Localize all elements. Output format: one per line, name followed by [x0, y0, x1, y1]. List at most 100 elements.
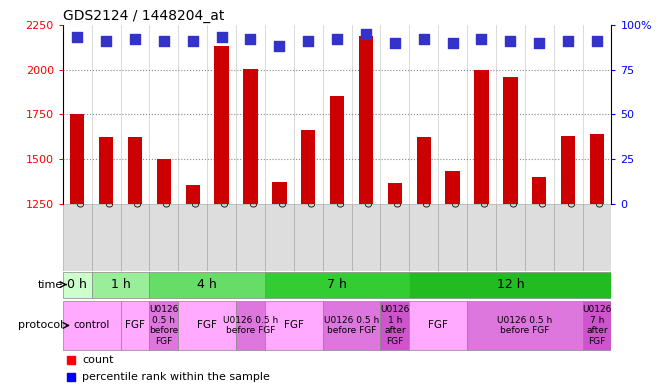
FancyBboxPatch shape [178, 301, 236, 350]
FancyBboxPatch shape [467, 204, 496, 271]
Point [534, 40, 545, 46]
FancyBboxPatch shape [381, 204, 409, 271]
FancyBboxPatch shape [582, 204, 611, 271]
Text: 7 h: 7 h [327, 278, 347, 291]
FancyBboxPatch shape [63, 301, 120, 350]
Text: GSM107395: GSM107395 [193, 152, 202, 207]
FancyBboxPatch shape [293, 204, 323, 271]
FancyBboxPatch shape [265, 204, 293, 271]
Point [65, 358, 76, 364]
FancyBboxPatch shape [381, 301, 409, 350]
Point [65, 374, 76, 380]
Bar [590, 134, 604, 204]
Text: GSM107405: GSM107405 [481, 152, 490, 207]
Text: GSM107403: GSM107403 [424, 152, 433, 207]
FancyBboxPatch shape [525, 204, 554, 271]
Point [563, 38, 573, 44]
Text: GSM107406: GSM107406 [510, 152, 520, 207]
FancyBboxPatch shape [409, 301, 467, 350]
FancyBboxPatch shape [236, 204, 265, 271]
Bar [532, 177, 547, 204]
FancyBboxPatch shape [63, 204, 92, 271]
Text: percentile rank within the sample: percentile rank within the sample [82, 372, 270, 382]
FancyBboxPatch shape [207, 204, 236, 271]
Text: 12 h: 12 h [496, 278, 524, 291]
FancyBboxPatch shape [63, 272, 92, 298]
Point [130, 36, 140, 42]
Text: GSM107401: GSM107401 [366, 152, 375, 207]
Point [274, 43, 285, 50]
Text: GSM107396: GSM107396 [221, 152, 231, 207]
Text: GSM107404: GSM107404 [453, 152, 461, 207]
FancyBboxPatch shape [323, 204, 352, 271]
Bar [272, 182, 287, 204]
Bar [387, 183, 402, 204]
FancyBboxPatch shape [265, 301, 323, 350]
Point [101, 38, 112, 44]
Point [72, 35, 83, 41]
Text: GSM107398: GSM107398 [280, 152, 288, 207]
Point [361, 31, 371, 37]
FancyBboxPatch shape [554, 204, 582, 271]
Text: 1 h: 1 h [110, 278, 130, 291]
Point [188, 38, 198, 44]
Text: GDS2124 / 1448204_at: GDS2124 / 1448204_at [63, 8, 224, 23]
Bar [359, 36, 373, 204]
Text: U0126
0.5 h
before
FGF: U0126 0.5 h before FGF [149, 305, 178, 346]
FancyBboxPatch shape [92, 272, 149, 298]
Text: 0 h: 0 h [67, 278, 87, 291]
FancyBboxPatch shape [582, 301, 611, 350]
Text: FGF: FGF [125, 320, 145, 331]
Text: U0126 0.5 h
before FGF: U0126 0.5 h before FGF [223, 316, 278, 335]
FancyBboxPatch shape [409, 272, 611, 298]
Text: U0126
1 h
after
FGF: U0126 1 h after FGF [380, 305, 410, 346]
Text: 4 h: 4 h [197, 278, 217, 291]
Bar [446, 171, 460, 204]
FancyBboxPatch shape [265, 272, 409, 298]
Point [505, 38, 516, 44]
Point [418, 36, 429, 42]
FancyBboxPatch shape [92, 204, 120, 271]
FancyBboxPatch shape [178, 204, 207, 271]
Bar [186, 185, 200, 204]
Text: GSM107399: GSM107399 [308, 152, 317, 207]
Bar [99, 137, 113, 204]
FancyBboxPatch shape [149, 272, 265, 298]
Point [447, 40, 458, 46]
Text: GSM107402: GSM107402 [395, 152, 404, 207]
Point [389, 40, 400, 46]
FancyBboxPatch shape [467, 301, 582, 350]
Text: GSM107391: GSM107391 [77, 152, 86, 207]
Text: control: control [73, 320, 110, 331]
Text: FGF: FGF [284, 320, 304, 331]
FancyBboxPatch shape [120, 301, 149, 350]
Bar [157, 159, 171, 204]
Point [592, 38, 602, 44]
Text: GSM107407: GSM107407 [539, 152, 548, 207]
Text: GSM107409: GSM107409 [597, 152, 606, 207]
Point [159, 38, 169, 44]
Point [303, 38, 313, 44]
FancyBboxPatch shape [352, 204, 381, 271]
FancyBboxPatch shape [149, 204, 178, 271]
FancyBboxPatch shape [409, 204, 438, 271]
Text: protocol: protocol [18, 320, 63, 331]
Text: GSM107397: GSM107397 [251, 152, 260, 207]
Text: time: time [38, 280, 63, 290]
Point [245, 36, 256, 42]
Bar [214, 46, 229, 204]
Text: U0126
7 h
after
FGF: U0126 7 h after FGF [582, 305, 611, 346]
Text: GSM107394: GSM107394 [164, 152, 173, 207]
FancyBboxPatch shape [149, 301, 178, 350]
FancyBboxPatch shape [438, 204, 467, 271]
FancyBboxPatch shape [120, 204, 149, 271]
Text: U0126 0.5 h
before FGF: U0126 0.5 h before FGF [324, 316, 379, 335]
Text: FGF: FGF [428, 320, 448, 331]
Bar [561, 136, 575, 204]
Text: GSM107408: GSM107408 [568, 152, 577, 207]
Text: GSM107400: GSM107400 [337, 152, 346, 207]
Point [476, 36, 486, 42]
FancyBboxPatch shape [236, 301, 265, 350]
Text: GSM107392: GSM107392 [106, 152, 115, 207]
Bar [475, 70, 488, 204]
